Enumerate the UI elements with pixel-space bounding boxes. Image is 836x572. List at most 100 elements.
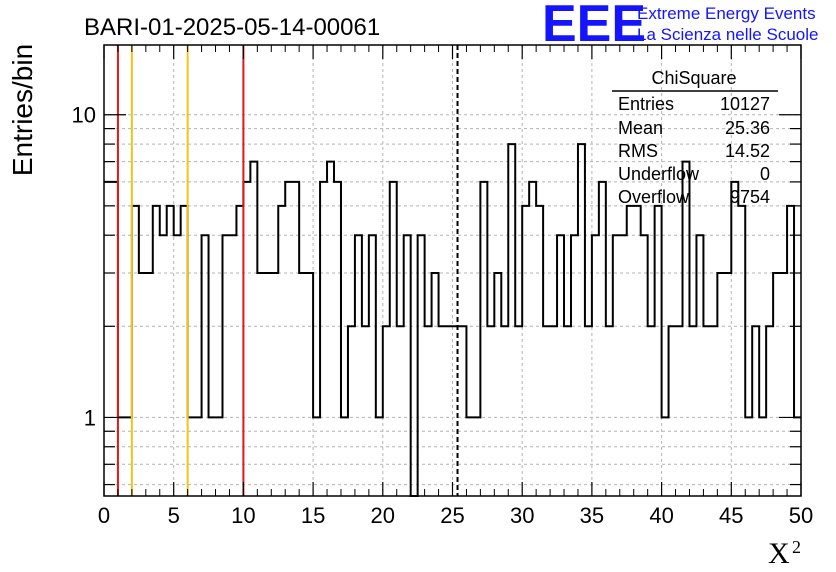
histogram-bin xyxy=(174,235,181,496)
histogram-bin xyxy=(104,182,111,496)
histogram-bin xyxy=(390,182,397,496)
x-tick-label: 0 xyxy=(98,503,110,528)
histogram-bin xyxy=(648,326,655,496)
x-axis-label-superscript: 2 xyxy=(792,537,801,557)
histogram-bin xyxy=(222,235,229,496)
chart-title: BARI-01-2025-05-14-00061 xyxy=(84,14,380,41)
stats-value-entries: 10127 xyxy=(720,94,770,114)
histogram-bin xyxy=(181,206,188,496)
histogram-bin xyxy=(676,326,683,496)
histogram-bin xyxy=(376,417,383,496)
histogram-bin xyxy=(613,235,620,496)
histogram-bin xyxy=(710,326,717,496)
x-tick-label: 10 xyxy=(231,503,255,528)
x-axis-label-symbol: X xyxy=(768,537,790,570)
tick-labels: 0 5 10 15 20 25 30 35 40 45 50 1 10 xyxy=(72,103,814,528)
stats-label-overflow: Overflow xyxy=(618,187,690,207)
logo-line-2: La Scienza nelle Scuole xyxy=(637,25,818,44)
histogram-bin xyxy=(188,417,195,496)
histogram-bin xyxy=(689,326,696,496)
reference-lines xyxy=(116,45,459,496)
histogram-bin xyxy=(404,235,411,496)
histogram-bin xyxy=(195,417,202,496)
histogram-bin xyxy=(634,206,641,496)
histogram-bin xyxy=(285,182,292,496)
x-axis-label: X 2 xyxy=(768,537,801,570)
histogram-bin xyxy=(522,206,529,496)
histogram-bin xyxy=(557,235,564,496)
axis-ticks xyxy=(103,45,802,496)
histogram-bin xyxy=(759,417,766,496)
histogram-bin xyxy=(348,326,355,496)
histogram-bin xyxy=(703,326,710,496)
histogram-bin xyxy=(160,235,167,496)
histogram-bin xyxy=(313,417,320,496)
histogram-bin xyxy=(620,235,627,496)
histogram-bin xyxy=(662,417,669,496)
histogram-bin xyxy=(278,206,285,496)
histogram-bin xyxy=(132,206,139,496)
x-tick-label: 35 xyxy=(580,503,604,528)
y-tick-label: 1 xyxy=(84,405,96,430)
histogram-bin xyxy=(745,417,752,496)
histogram-bin xyxy=(585,326,592,496)
histogram-bin xyxy=(724,273,731,496)
histogram-bin xyxy=(780,273,787,496)
histogram-bin xyxy=(515,326,522,496)
histogram-bin xyxy=(543,326,550,496)
histogram-bin xyxy=(717,273,724,496)
histogram-bars xyxy=(104,143,801,497)
histogram-bin xyxy=(564,326,571,496)
histogram-bin xyxy=(264,273,271,496)
histogram-bin xyxy=(655,206,662,496)
histogram-bin xyxy=(641,235,648,496)
stats-label-entries: Entries xyxy=(618,94,674,114)
histogram-bin xyxy=(341,417,348,496)
histogram-bin xyxy=(216,417,223,496)
stats-box: ChiSquare Entries 10127 Mean 25.36 RMS 1… xyxy=(612,68,778,207)
x-tick-label: 40 xyxy=(649,503,673,528)
stats-label-underflow: Underflow xyxy=(618,164,700,184)
x-tick-label: 20 xyxy=(371,503,395,528)
stats-value-underflow: 0 xyxy=(760,164,770,184)
histogram-bin xyxy=(271,273,278,496)
histogram-bin xyxy=(529,182,536,496)
histogram-bin xyxy=(606,326,613,496)
histogram-bin xyxy=(292,182,299,496)
histogram-bin xyxy=(578,144,585,496)
histogram-bin xyxy=(494,273,501,496)
eee-logo: EEE Extreme Energy Events La Scienza nel… xyxy=(542,0,818,53)
histogram-bin xyxy=(236,206,243,496)
histogram-bin xyxy=(752,326,759,496)
histogram-bin xyxy=(153,206,160,496)
histogram-bin xyxy=(480,182,487,496)
stats-label-rms: RMS xyxy=(618,141,658,161)
x-tick-label: 45 xyxy=(719,503,743,528)
histogram-bin xyxy=(432,273,439,496)
histogram-bin xyxy=(766,326,773,496)
histogram-bin xyxy=(425,326,432,496)
histogram-bin xyxy=(250,162,257,496)
histogram-bin xyxy=(669,326,676,496)
histogram-bin xyxy=(466,417,473,496)
histogram-bin xyxy=(738,206,745,496)
histogram-bin xyxy=(209,417,216,496)
stats-title: ChiSquare xyxy=(651,68,736,88)
histogram-bin xyxy=(146,273,153,496)
x-tick-label: 15 xyxy=(301,503,325,528)
histogram-outline xyxy=(104,143,801,497)
histogram-bin xyxy=(731,182,738,496)
histogram-bin xyxy=(487,326,494,496)
histogram-bin xyxy=(459,326,466,496)
histogram-bin xyxy=(167,206,174,496)
histogram-bin xyxy=(243,182,250,496)
y-axis-label: Entries/bin xyxy=(7,44,38,176)
histogram-bin xyxy=(299,273,306,496)
histogram-bin xyxy=(592,235,599,496)
histogram-bin xyxy=(418,235,425,496)
stats-value-overflow: 9754 xyxy=(730,187,770,207)
histogram-bin xyxy=(306,273,313,496)
histogram-bin xyxy=(439,326,446,496)
histogram-bin xyxy=(383,326,390,496)
